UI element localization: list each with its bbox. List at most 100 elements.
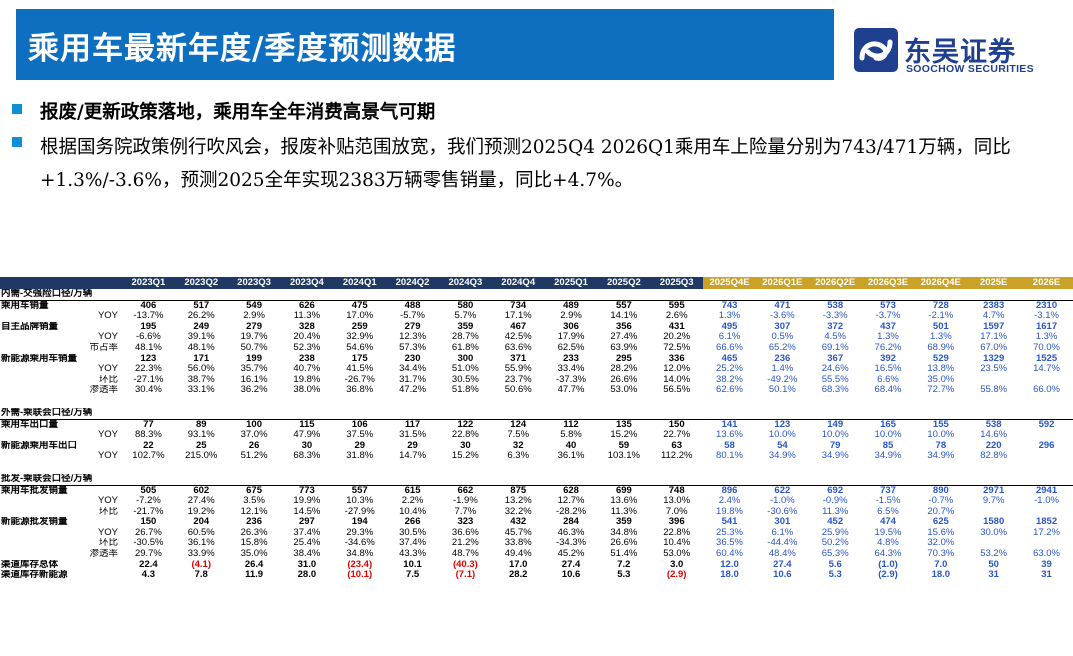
row-sublabel xyxy=(80,560,122,571)
header-corner-cell xyxy=(80,277,122,289)
table-cell: 573 xyxy=(880,300,896,311)
table-cell: 7.8 xyxy=(194,570,208,581)
table-cell: 37.5% xyxy=(346,430,374,441)
table-cell: 68.3% xyxy=(293,451,321,462)
table-cell: 24.6% xyxy=(821,364,849,375)
table-cell: 2.9% xyxy=(560,311,582,322)
empty-cell xyxy=(914,473,968,486)
row-sublabel: YOY xyxy=(97,332,118,343)
table-cell: 34.9% xyxy=(927,451,955,462)
table-cell: 734 xyxy=(510,300,527,311)
table-cell: 26.3% xyxy=(240,527,268,538)
table-cell: 175 xyxy=(351,353,368,364)
table-cell: -30.5% xyxy=(133,538,164,549)
row-sublabel xyxy=(80,570,122,581)
table-cell: 15.8% xyxy=(240,538,268,549)
table-cell: (7.1) xyxy=(455,570,476,581)
table-cell: 592 xyxy=(1038,419,1055,430)
table-cell: 323 xyxy=(457,517,474,528)
column-header: 2025Q3 xyxy=(650,277,704,289)
table-cell: 50.6% xyxy=(504,385,532,396)
table-cell: 628 xyxy=(563,485,579,496)
table-cell: 625 xyxy=(932,517,949,528)
row-label: 乘用车销量 xyxy=(1,300,49,311)
table-cell: 29.3% xyxy=(346,527,374,538)
table-cell: 69.1% xyxy=(821,342,849,353)
table-cell: (23.4) xyxy=(347,559,373,570)
table-cell: 28.2 xyxy=(508,570,528,581)
section-title: 批发-乘联会口径/万辆 xyxy=(0,473,122,486)
table-cell: 54 xyxy=(777,440,788,451)
table-cell: 56.5% xyxy=(663,385,691,396)
table-cell: 124 xyxy=(510,419,527,430)
table-cell: 77 xyxy=(143,419,154,430)
company-logo: 东吴证券 SOOCHOW SECURITIES xyxy=(852,26,1052,78)
table-cell: 699 xyxy=(615,485,632,496)
table-cell: 10.4% xyxy=(399,506,427,517)
table-cell: -3.3% xyxy=(822,311,848,322)
table-cell: 18.0 xyxy=(720,570,739,581)
table-cell: 28.0 xyxy=(297,570,317,581)
table-cell: 602 xyxy=(193,485,210,496)
table-row: 自主品牌销量 195 249 279 328 259 279 359 467 306 356 431 4… xyxy=(0,322,1073,333)
table-cell: 220 xyxy=(985,440,1002,451)
table-cell: 249 xyxy=(193,321,210,332)
table-cell: 36.5% xyxy=(716,538,743,549)
table-cell: 46.3% xyxy=(557,527,585,538)
table-cell: 474 xyxy=(880,517,896,528)
table-cell: 141 xyxy=(721,419,738,430)
table-cell: 301 xyxy=(774,517,791,528)
table-cell: 149 xyxy=(827,419,844,430)
table-cell: 19.2% xyxy=(187,506,215,517)
column-header: 2026Q3E xyxy=(861,277,915,289)
table-cell: 773 xyxy=(298,485,315,496)
table-cell: 195 xyxy=(140,321,157,332)
table-cell: 36.8% xyxy=(346,385,374,396)
row-label xyxy=(0,311,80,322)
table-cell: 431 xyxy=(668,321,685,332)
table-cell: -1.5% xyxy=(875,496,901,507)
table-cell: 32.0% xyxy=(927,538,955,549)
table-cell: 437 xyxy=(880,321,896,332)
row-sublabel: 环比 xyxy=(98,538,118,549)
table-cell: 21.2% xyxy=(451,538,479,549)
empty-cell xyxy=(544,407,598,420)
table-cell: 51.2% xyxy=(240,451,268,462)
table-cell: 1.3% xyxy=(877,332,899,343)
table-cell: 5.7% xyxy=(454,311,477,322)
table-cell: 11.3% xyxy=(610,506,637,517)
table-cell: 14.5% xyxy=(293,506,321,517)
table-cell: 122 xyxy=(457,419,474,430)
table-cell: 15.2% xyxy=(451,451,479,462)
table-cell: 6.6% xyxy=(877,374,899,385)
empty-cell xyxy=(227,407,281,420)
table-cell: 432 xyxy=(510,517,527,528)
table-cell: 1597 xyxy=(983,321,1005,332)
table-cell: 22.7% xyxy=(663,430,691,441)
table-cell: 6.5% xyxy=(877,506,899,517)
table-cell: 57.3% xyxy=(399,342,427,353)
table-cell: 30.5% xyxy=(399,527,427,538)
table-cell: 31 xyxy=(988,570,999,581)
table-cell: -1.9% xyxy=(452,496,478,507)
table-cell xyxy=(1020,538,1073,549)
table-cell: 2310 xyxy=(1035,300,1058,311)
table-cell: 11.9 xyxy=(245,570,264,581)
table-row: 环比 -21.7% 19.2% 12.1% 14.5% -27.9% 10.4% 7.7% 32… xyxy=(0,507,1073,518)
row-sublabel: 环比 xyxy=(98,374,118,385)
table-cell xyxy=(967,538,1020,549)
table-cell: (40.3) xyxy=(452,559,478,570)
table-cell: 3.5% xyxy=(243,496,265,507)
table-cell: 100 xyxy=(246,419,262,430)
row-label xyxy=(0,451,80,462)
empty-cell xyxy=(122,289,175,301)
table-cell: 25.3% xyxy=(716,527,743,538)
table-cell: 115 xyxy=(299,419,315,430)
table-cell: 52.3% xyxy=(293,342,321,353)
table-cell: 17.0% xyxy=(346,311,374,322)
table-cell: 48.4% xyxy=(768,549,796,560)
table-cell: -5.7% xyxy=(400,311,425,322)
table-cell: 6.1% xyxy=(771,527,794,538)
table-cell: 7.7% xyxy=(454,506,477,517)
table-cell: 13.6% xyxy=(716,430,743,441)
